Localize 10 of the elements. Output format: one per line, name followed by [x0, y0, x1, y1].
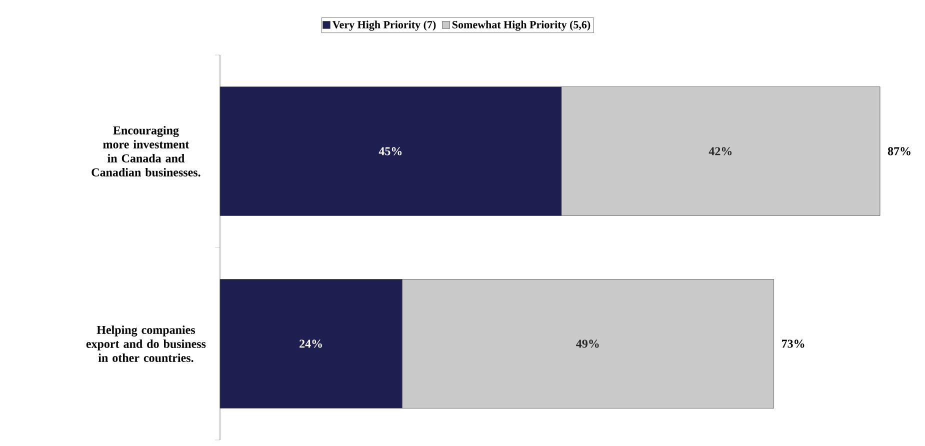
data-label: 49%	[576, 340, 599, 348]
data-label: 45%	[378, 147, 402, 156]
legend-label: Somewhat High Priority (5,6)	[452, 20, 590, 31]
total-label: 87%	[888, 147, 910, 156]
total-label: 73%	[782, 340, 804, 348]
data-label: 42%	[708, 147, 732, 156]
y-tick-label: Helping companies export and do business in other countries.	[86, 325, 206, 362]
y-tick-label: Encouraging more investment in Canada and Canadian businesses.	[92, 126, 200, 176]
legend-label: Very High Priority (7)	[332, 20, 436, 31]
data-label: 24%	[300, 340, 322, 348]
